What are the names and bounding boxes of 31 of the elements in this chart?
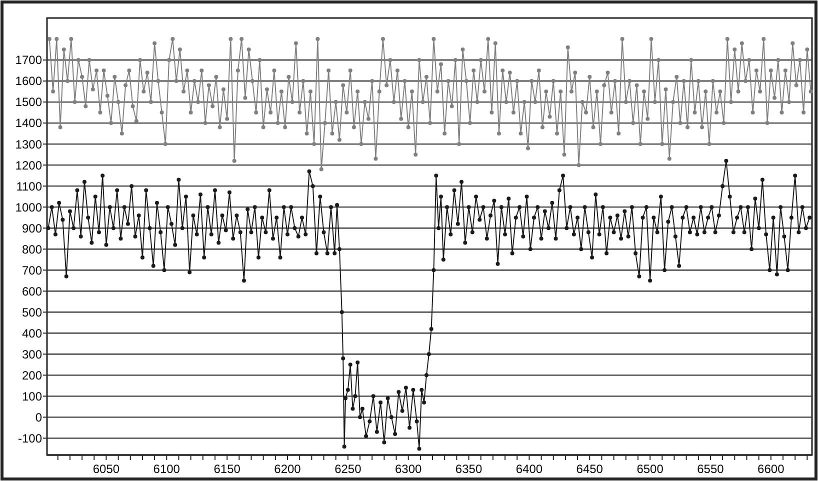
y-tick-label: 600: [22, 284, 42, 298]
x-tick-label: 6400: [516, 462, 543, 476]
y-tick-label: 1000: [15, 200, 42, 214]
y-tick-label: 500: [22, 305, 42, 320]
x-tick-label: 6050: [92, 462, 120, 476]
y-tick-label: 200: [22, 368, 42, 382]
x-tick-label: 6250: [334, 462, 362, 476]
x-tick-label: 6500: [636, 462, 664, 476]
y-tick-label: 1200: [15, 158, 42, 172]
y-tick-label: 900: [22, 221, 42, 236]
y-tick-label: 1600: [15, 74, 42, 88]
y-tick-label: 1500: [15, 95, 42, 110]
x-tick-label: 6150: [214, 462, 241, 476]
x-tick-label: 6100: [153, 462, 180, 476]
y-tick-label: 400: [22, 326, 42, 340]
y-tick-label: -100: [18, 431, 42, 446]
x-tick-label: 6450: [576, 462, 604, 476]
y-tick-label: 1700: [15, 53, 42, 68]
y-tick-label: 100: [22, 389, 42, 404]
x-tick-label: 6600: [758, 462, 785, 476]
y-tick-label: 1300: [15, 137, 42, 152]
y-tick-label: 700: [22, 263, 42, 278]
y-tick-label: 1400: [15, 116, 42, 130]
x-tick-label: 6350: [455, 462, 482, 476]
y-tick-label: 1100: [16, 179, 42, 194]
y-tick-label: 0: [35, 410, 42, 424]
x-tick-label: 6200: [274, 462, 302, 476]
y-tick-label: 800: [22, 242, 42, 256]
x-tick-label: 6550: [697, 462, 724, 476]
y-tick-label: 300: [22, 347, 42, 362]
x-tick-label: 6300: [395, 462, 422, 476]
